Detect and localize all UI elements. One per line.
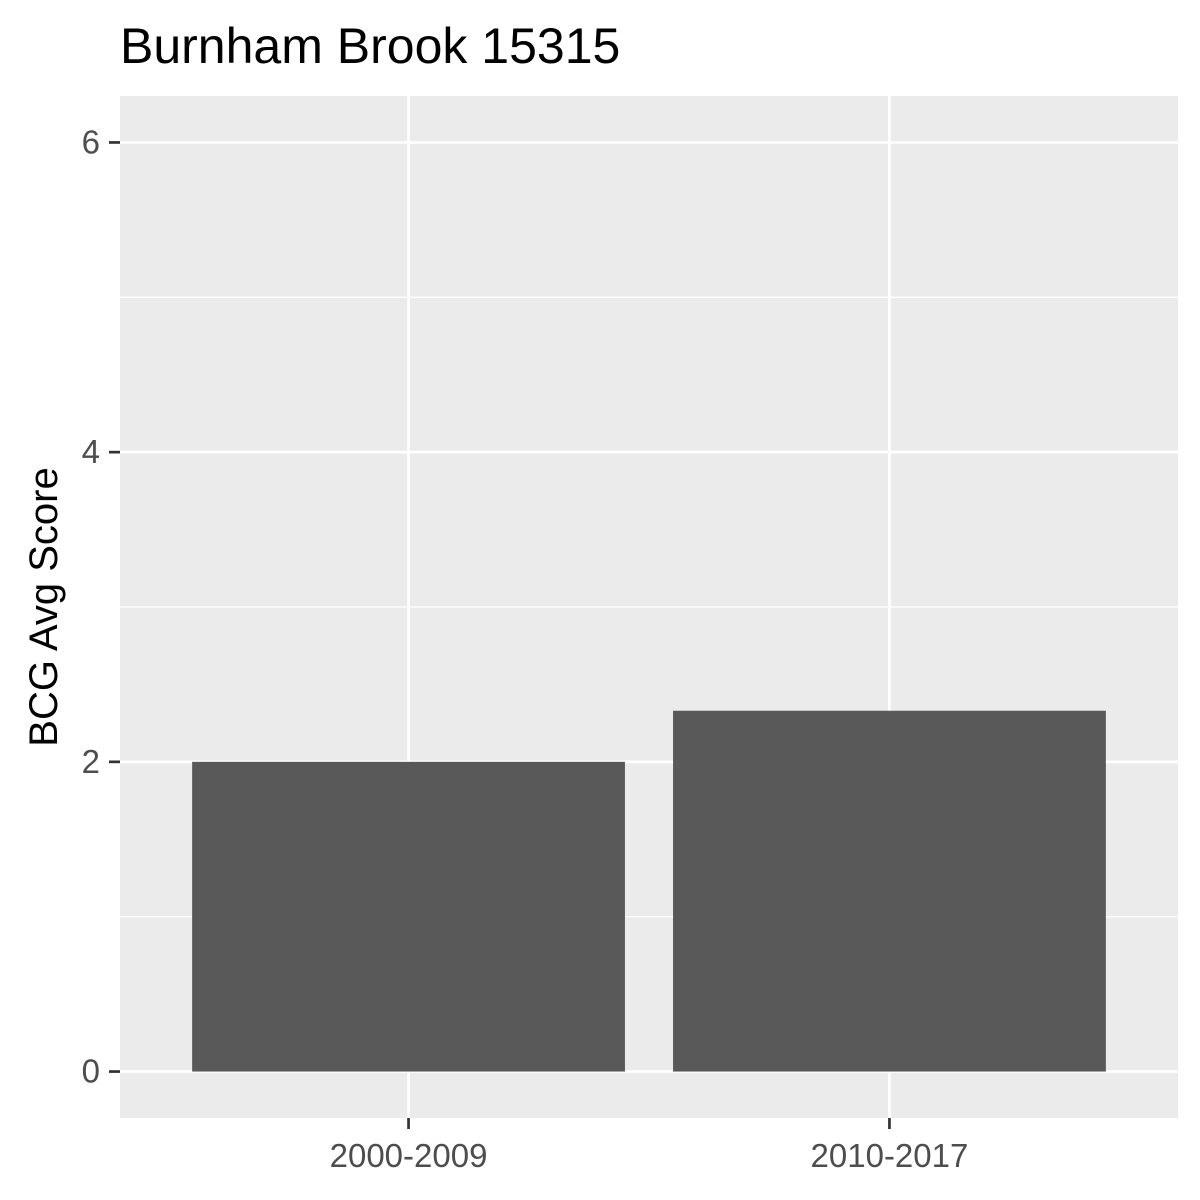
bars [192,710,1106,1072]
y-axis: 0 2 4 6 [82,123,120,1090]
x-axis: 2000-2009 2010-2017 [330,1118,969,1174]
y-tick-label: 4 [82,433,100,470]
y-axis-label: BCG Avg Score [22,467,66,746]
bar [673,710,1106,1072]
y-tick-label: 6 [82,123,100,160]
bar [192,761,625,1072]
y-tick-label: 2 [82,743,100,780]
x-tick-label: 2010-2017 [811,1137,969,1174]
chart-title: Burnham Brook 15315 [120,18,620,74]
y-tick-label: 0 [82,1053,100,1090]
x-tick-label: 2000-2009 [330,1137,488,1174]
